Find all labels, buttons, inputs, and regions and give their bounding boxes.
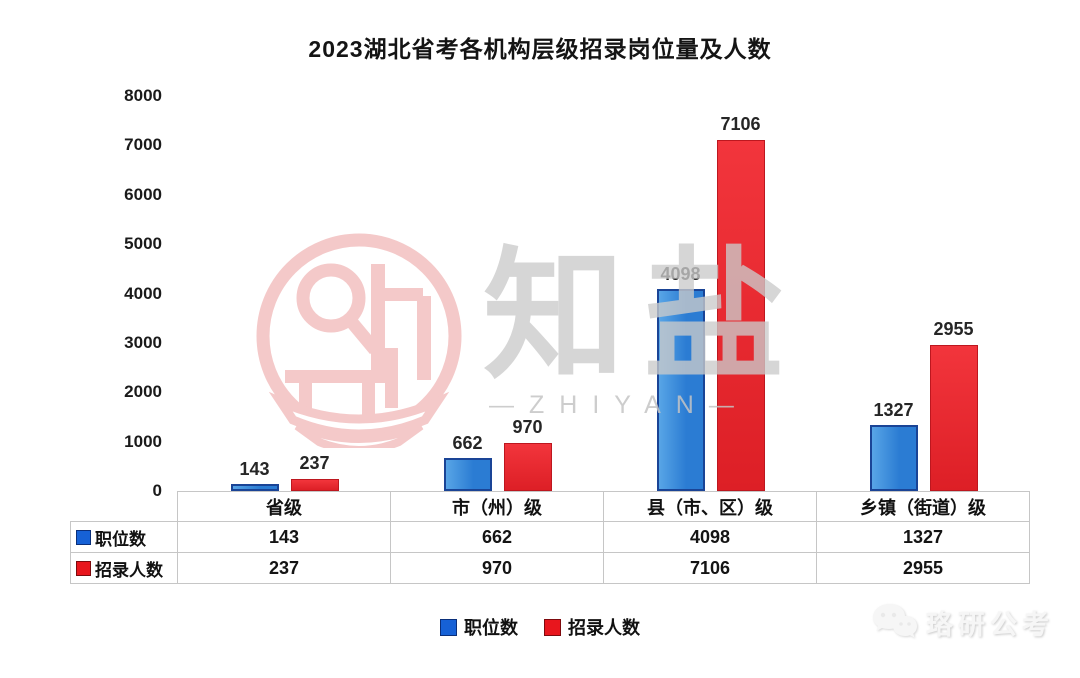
wechat-icon xyxy=(873,604,917,638)
bar-s1-c0: 237 xyxy=(290,453,339,491)
legend-item: 招录人数 xyxy=(544,614,640,640)
bar-s0-c3: 1327 xyxy=(869,400,918,491)
bar-group-1: 662 970 xyxy=(391,96,604,491)
chart-legend: 职位数 招录人数 xyxy=(0,614,1080,640)
y-axis: 8000 7000 6000 5000 4000 3000 2000 1000 0 xyxy=(70,86,166,500)
table-value-cell: 143 xyxy=(178,522,391,553)
bar-group-0: 143 237 xyxy=(178,96,391,491)
table-row-label: 职位数 xyxy=(70,522,178,553)
bar-group-2: 4098 7106 xyxy=(604,96,817,491)
y-tick-label: 8000 xyxy=(124,86,162,105)
y-tick-label: 5000 xyxy=(124,234,162,254)
data-table: 省级 市（州）级 县（市、区）级 乡镇（街道）级职位数 143 662 4098 1327 招录… xyxy=(70,491,1030,584)
legend-label: 职位数 xyxy=(464,618,518,638)
bar-value-label: 1327 xyxy=(873,400,914,420)
bar-s1-c2: 7106 xyxy=(716,114,765,491)
zhiyan-logo-watermark xyxy=(251,230,467,454)
footer-watermark-text: 珞研公考 xyxy=(926,609,1054,640)
series-name: 招录人数 xyxy=(95,560,163,580)
table-value-cell: 237 xyxy=(178,553,391,584)
table-value-cell: 7106 xyxy=(604,553,817,584)
bar-s0-c0: 143 xyxy=(230,459,279,491)
bar-value-label: 143 xyxy=(239,459,270,479)
footer-watermark: 珞研公考 xyxy=(872,602,1054,642)
category-header: 县（市、区）级 xyxy=(604,491,817,522)
category-header: 省级 xyxy=(178,491,391,522)
bar-value-label: 970 xyxy=(512,417,543,437)
chart-title: 2023湖北省考各机构层级招录岗位量及人数 xyxy=(308,36,772,62)
bar-s1-c3: 2955 xyxy=(929,319,978,491)
bar-group-3: 1327 2955 xyxy=(817,96,1030,491)
series-swatch-icon xyxy=(76,560,91,576)
legend-swatch-icon xyxy=(440,618,457,636)
table-value-cell: 4098 xyxy=(604,522,817,553)
bar-s1-c1: 970 xyxy=(503,417,552,491)
bar-value-label: 662 xyxy=(452,433,483,453)
table-value-cell: 970 xyxy=(391,553,604,584)
legend-swatch-icon xyxy=(544,618,561,636)
category-header: 市（州）级 xyxy=(391,491,604,522)
bar-s0-c2: 4098 xyxy=(656,264,705,491)
category-header: 乡镇（街道）级 xyxy=(817,491,1030,522)
series-swatch-icon xyxy=(76,529,91,545)
table-value-cell: 1327 xyxy=(817,522,1030,553)
y-tick-label: 0 xyxy=(152,481,162,500)
bar-value-label: 237 xyxy=(299,453,330,473)
plot-area: 143 237 662 970 4098 7106 1327 2955 xyxy=(178,96,1030,491)
y-tick-label: 3000 xyxy=(124,332,162,352)
y-tick-label: 6000 xyxy=(124,184,162,204)
table-row-label: 招录人数 xyxy=(70,553,178,584)
legend-label: 招录人数 xyxy=(568,618,640,638)
legend-item: 职位数 xyxy=(440,614,518,640)
y-tick-label: 4000 xyxy=(124,283,162,303)
y-tick-label: 2000 xyxy=(124,382,162,402)
table-value-cell: 662 xyxy=(391,522,604,553)
series-name: 职位数 xyxy=(95,529,146,549)
bar-value-label: 2955 xyxy=(933,319,974,339)
bar-s0-c1: 662 xyxy=(443,433,492,491)
bar-value-label: 4098 xyxy=(660,264,701,284)
table-value-cell: 2955 xyxy=(817,553,1030,584)
zhiyan-text-watermark: 知盐 xyxy=(483,237,803,396)
zhiyan-subtext-watermark: —ZHIYAN— xyxy=(489,391,749,419)
y-tick-label: 1000 xyxy=(124,431,162,451)
y-tick-label: 7000 xyxy=(124,135,162,155)
bar-value-label: 7106 xyxy=(720,114,761,134)
table-corner-cell xyxy=(70,491,178,522)
zhiyan-logo-icon xyxy=(256,233,462,454)
